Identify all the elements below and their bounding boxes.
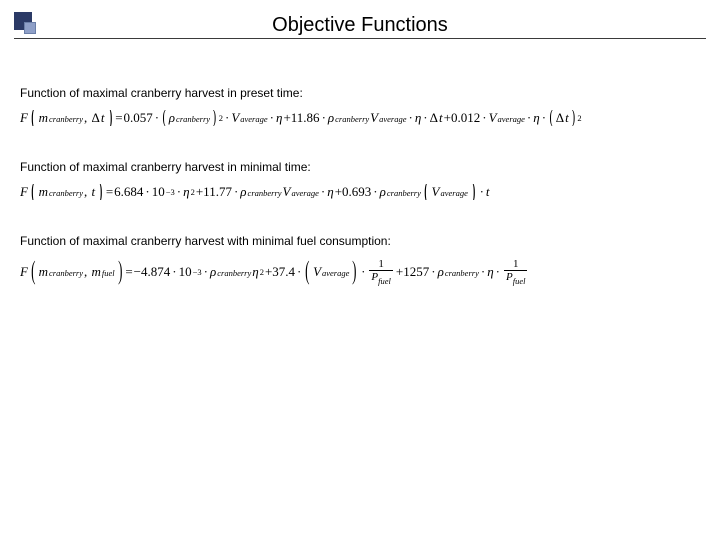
slide-title: Objective Functions xyxy=(0,14,720,37)
caption-2: Function of maximal cranberry harvest in… xyxy=(20,160,706,174)
formula-3: F(mcranberry, mfuel) = −4.874·10−3·ρcran… xyxy=(20,258,706,286)
formula-2: F(mcranberry, t) = 6.684·10−3·η2 +11.77·… xyxy=(20,184,706,200)
caption-1: Function of maximal cranberry harvest in… xyxy=(20,86,706,100)
formula-1: F(mcranberry, Δt) = 0.057·(ρcranberry)2·… xyxy=(20,110,706,126)
title-rule xyxy=(14,38,706,39)
slide-body: Function of maximal cranberry harvest in… xyxy=(20,78,706,320)
caption-3: Function of maximal cranberry harvest wi… xyxy=(20,234,706,248)
